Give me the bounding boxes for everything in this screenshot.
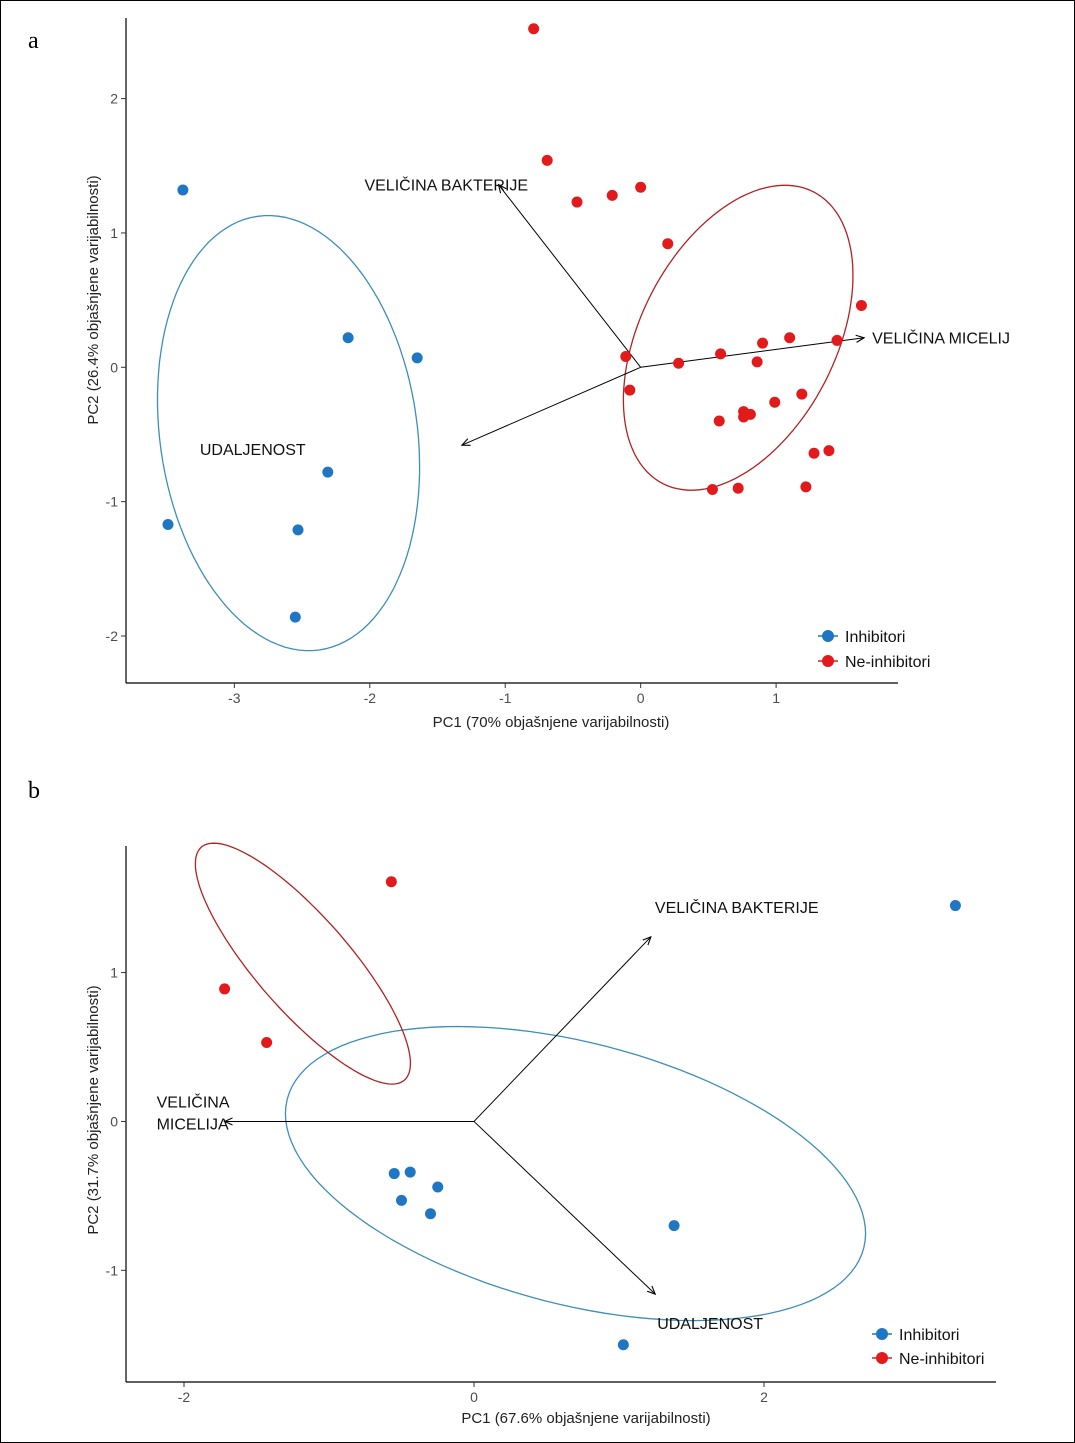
point-inhibitori xyxy=(617,1339,629,1351)
point-ne-inhibitori xyxy=(751,356,763,368)
confidence-ellipse-inhibitori xyxy=(156,214,421,652)
x-tick-label: -3 xyxy=(228,690,241,706)
point-inhibitori xyxy=(289,611,301,623)
legend-a-ne-inhibitori: Ne-inhibitori xyxy=(845,654,930,671)
loading-arrow xyxy=(498,185,642,368)
panel-b-x-title: PC1 (67.6% objašnjene varijabilnosti) xyxy=(461,1410,710,1427)
point-inhibitori xyxy=(411,352,423,364)
point-inhibitori xyxy=(388,1168,400,1180)
point-ne-inhibitori xyxy=(715,348,727,360)
point-ne-inhibitori xyxy=(662,238,674,250)
y-tick-label: 2 xyxy=(110,91,118,107)
y-tick-label: 1 xyxy=(110,225,118,241)
y-tick-label: 0 xyxy=(110,359,118,375)
point-ne-inhibitori xyxy=(620,351,632,363)
point-ne-inhibitori xyxy=(732,482,744,494)
legend-a-inhibitori: Inhibitori xyxy=(845,629,905,646)
loading-label: UDALJENOST xyxy=(657,1316,763,1333)
panel-a-y-title: PC2 (26.4% objašnjene varijabilnosti) xyxy=(85,175,102,424)
point-inhibitori xyxy=(292,524,304,536)
point-inhibitori xyxy=(342,332,354,344)
point-ne-inhibitori xyxy=(635,181,647,193)
x-tick-label: 0 xyxy=(470,1389,478,1405)
loading-label: VELIČINA BAKTERIJE xyxy=(364,176,528,195)
point-ne-inhibitori xyxy=(738,411,750,423)
loading-arrow xyxy=(473,1121,655,1294)
point-inhibitori xyxy=(396,1194,407,1206)
confidence-ellipse-ne-inhibitori xyxy=(622,184,854,491)
point-ne-inhibitori xyxy=(624,384,636,396)
point-ne-inhibitori xyxy=(219,983,231,995)
point-inhibitori xyxy=(432,1181,444,1193)
panel-b-ticks: -2 0 2 -1 0 1 xyxy=(106,965,769,1405)
legend-b-inhibitori: Inhibitori xyxy=(899,1327,959,1344)
y-tick-label: -1 xyxy=(106,1262,119,1278)
point-inhibitori xyxy=(177,184,189,196)
panel-b-y-title: PC2 (31.7% objašnjene varijabilnosti) xyxy=(85,985,102,1234)
panel-a-loading-labels: VELIČINA BAKTERIJE VELIČINA MICELIJ UDALJE… xyxy=(200,176,1010,460)
point-ne-inhibitori xyxy=(757,337,769,349)
x-tick-label: -1 xyxy=(499,690,512,706)
panel-b-loading-labels: VELIČINA BAKTERIJE VELIČINA MICELIJA UDALJE… xyxy=(157,898,819,1333)
panel-a-legend: Inhibitori Ne-inhibitori xyxy=(818,629,930,671)
legend-b-ne-inhibitori: Ne-inhibitori xyxy=(899,1351,984,1368)
point-ne-inhibitori xyxy=(571,196,583,208)
point-ne-inhibitori xyxy=(713,415,725,427)
confidence-ellipse-inhibitori xyxy=(284,1025,867,1322)
panel-a-loadings xyxy=(462,185,864,446)
point-ne-inhibitori xyxy=(796,388,808,400)
panel-b-points xyxy=(219,876,961,1351)
panel-b-loadings xyxy=(225,937,656,1294)
loading-label: VELIČINA BAKTERIJE xyxy=(655,898,819,917)
panel-a-ticks: -3 -2 -1 0 1 -2 -1 0 1 2 xyxy=(106,91,781,706)
point-ne-inhibitori xyxy=(808,447,820,459)
y-tick-label: -2 xyxy=(106,628,119,644)
y-tick-label: 1 xyxy=(110,965,118,981)
point-ne-inhibitori xyxy=(831,334,843,346)
loading-label: UDALJENOST xyxy=(200,442,306,459)
loading-label: VELIČINA MICELIJ xyxy=(872,329,1010,348)
panel-a-label: a xyxy=(28,28,39,54)
x-tick-label: -2 xyxy=(364,690,377,706)
point-ne-inhibitori xyxy=(706,484,718,496)
confidence-ellipse-ne-inhibitori xyxy=(194,842,412,1085)
point-ne-inhibitori xyxy=(606,189,618,201)
point-inhibitori xyxy=(404,1166,416,1178)
point-ne-inhibitori xyxy=(769,396,781,408)
x-tick-label: -2 xyxy=(178,1389,191,1405)
point-ne-inhibitori xyxy=(541,154,553,166)
point-inhibitori xyxy=(668,1220,680,1232)
point-inhibitori xyxy=(425,1208,436,1220)
panel-a-x-title: PC1 (70% objašnjene varijabilnosti) xyxy=(433,714,670,731)
point-ne-inhibitori xyxy=(528,23,540,35)
x-tick-label: 0 xyxy=(637,690,645,706)
x-tick-label: 2 xyxy=(760,1389,768,1405)
y-tick-label: -1 xyxy=(106,494,119,510)
panel-b-ellipses xyxy=(194,842,867,1322)
point-ne-inhibitori xyxy=(673,357,685,369)
loading-arrow xyxy=(473,937,651,1122)
loading-label: VELIČINA MICELIJA xyxy=(157,1092,230,1133)
point-ne-inhibitori xyxy=(784,332,796,344)
point-ne-inhibitori xyxy=(800,481,812,493)
panel-b-label: b xyxy=(28,778,40,804)
point-inhibitori xyxy=(322,466,334,478)
point-ne-inhibitori xyxy=(385,876,397,888)
x-tick-label: 1 xyxy=(772,690,780,706)
point-ne-inhibitori xyxy=(823,445,835,457)
point-inhibitori xyxy=(162,518,174,530)
panel-a-points xyxy=(162,23,867,623)
point-inhibitori xyxy=(949,900,961,912)
loading-arrow xyxy=(462,366,641,445)
point-ne-inhibitori xyxy=(261,1037,273,1049)
panel-b-legend: Inhibitori Ne-inhibitori xyxy=(872,1327,984,1368)
y-tick-label: 0 xyxy=(110,1113,118,1129)
panel-b: b -2 0 2 -1 0 1 VELIČINA BAKTERIJE VELIČINA MIC… xyxy=(28,778,996,1427)
point-ne-inhibitori xyxy=(855,299,867,311)
